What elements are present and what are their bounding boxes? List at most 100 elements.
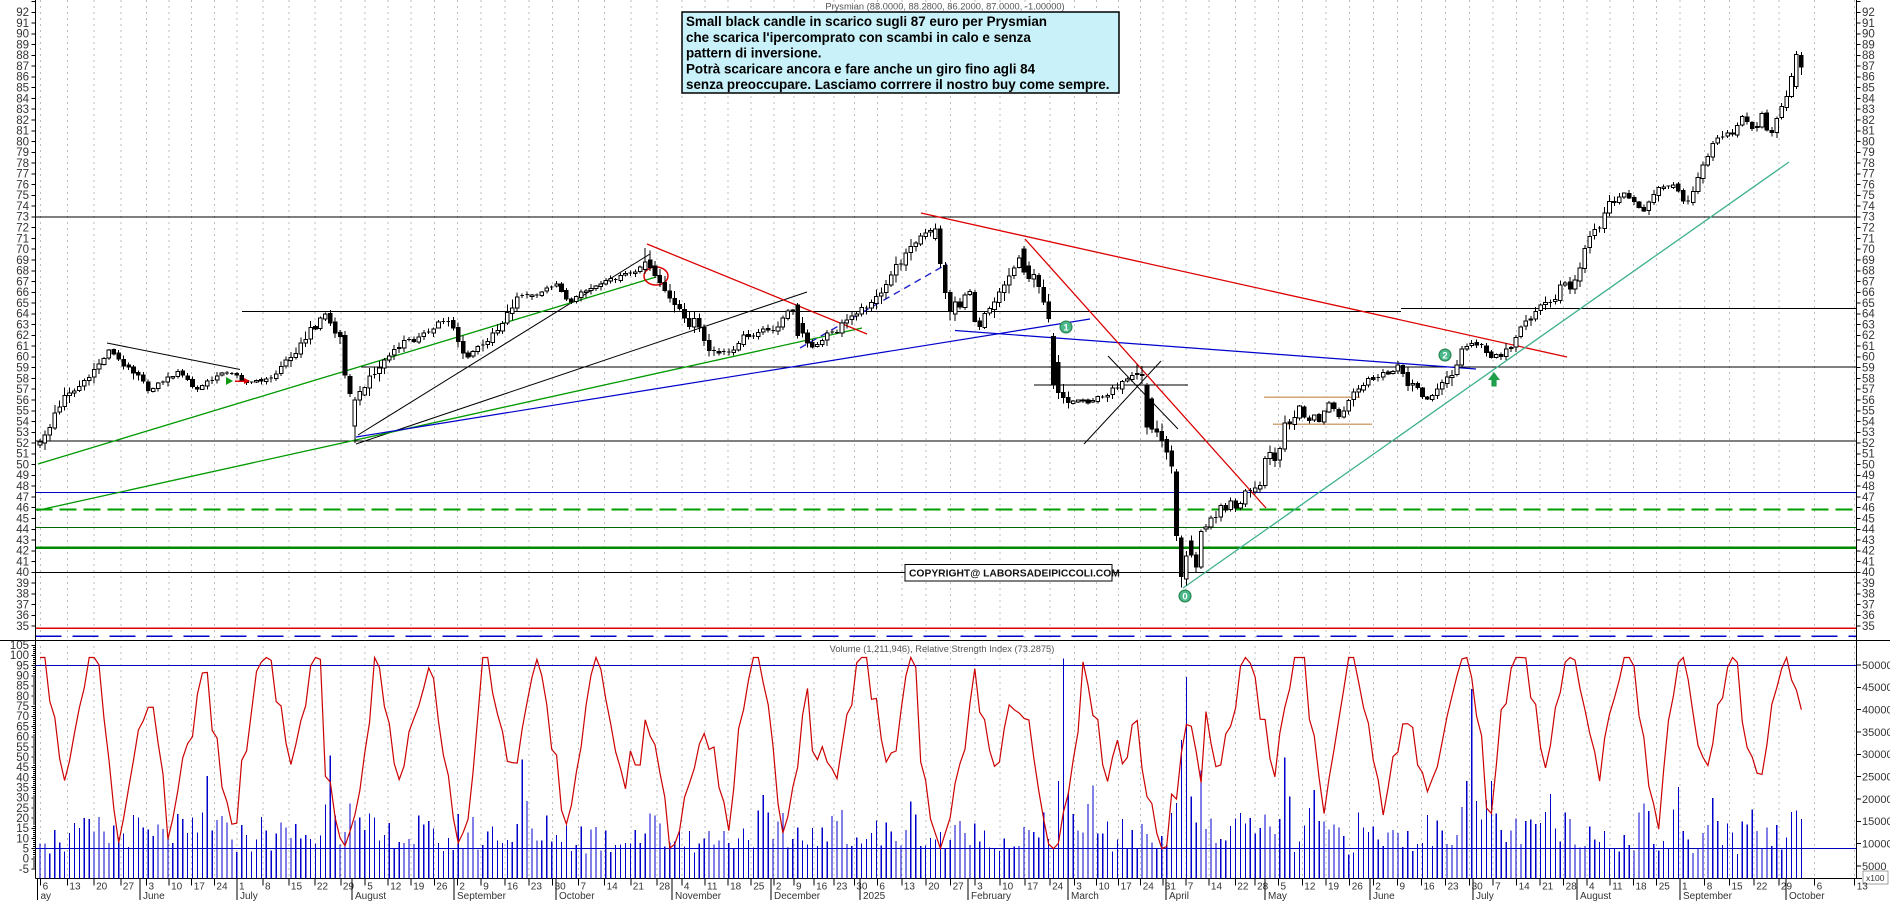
svg-text:72: 72 (1862, 223, 1875, 235)
svg-text:25: 25 (16, 803, 29, 815)
svg-text:75: 75 (1862, 190, 1875, 202)
svg-text:14: 14 (1519, 882, 1531, 893)
svg-text:1: 1 (1682, 882, 1688, 893)
svg-text:11: 11 (707, 882, 718, 893)
svg-text:49: 49 (1862, 470, 1875, 482)
svg-text:66: 66 (16, 287, 29, 299)
svg-text:82: 82 (16, 115, 29, 127)
svg-text:66: 66 (1862, 287, 1875, 299)
svg-text:90: 90 (16, 29, 29, 41)
svg-text:1: 1 (1063, 322, 1069, 333)
svg-text:July: July (240, 891, 258, 902)
svg-text:5: 5 (1281, 882, 1287, 893)
svg-text:che scarica l'ipercomprato con: che scarica l'ipercomprato con scambi in… (686, 30, 1031, 45)
svg-text:65: 65 (1862, 298, 1875, 310)
svg-text:13: 13 (69, 882, 81, 893)
svg-text:87: 87 (16, 61, 29, 73)
svg-text:May: May (1268, 891, 1287, 902)
svg-text:48: 48 (16, 481, 29, 493)
svg-text:3: 3 (149, 882, 155, 893)
svg-text:2: 2 (776, 882, 782, 893)
svg-text:48: 48 (1862, 481, 1875, 493)
svg-text:52: 52 (16, 438, 29, 450)
svg-text:85: 85 (16, 681, 29, 693)
svg-text:78: 78 (1862, 158, 1875, 170)
svg-text:2: 2 (459, 882, 465, 893)
svg-text:23: 23 (531, 882, 543, 893)
svg-text:20: 20 (96, 882, 108, 893)
svg-text:7: 7 (1188, 882, 1194, 893)
svg-text:58: 58 (1862, 373, 1875, 385)
svg-text:9: 9 (796, 882, 802, 893)
svg-text:85: 85 (16, 83, 29, 95)
svg-text:41: 41 (16, 556, 29, 568)
svg-text:18: 18 (730, 882, 742, 893)
svg-text:65: 65 (16, 298, 29, 310)
svg-text:71: 71 (1862, 233, 1875, 245)
svg-text:28: 28 (1257, 882, 1269, 893)
svg-text:72: 72 (16, 223, 29, 235)
svg-text:Prysmian (88.0000, 88.2800, 86: Prysmian (88.0000, 88.2800, 86.2000, 87.… (825, 2, 1064, 12)
svg-text:75: 75 (16, 190, 29, 202)
svg-text:15: 15 (1732, 882, 1744, 893)
svg-text:26: 26 (436, 882, 448, 893)
svg-text:53: 53 (16, 427, 29, 439)
svg-text:54: 54 (1862, 416, 1875, 428)
svg-text:51: 51 (16, 449, 29, 461)
svg-text:88: 88 (1862, 50, 1875, 62)
svg-text:November: November (675, 891, 722, 902)
svg-text:12: 12 (1304, 882, 1316, 893)
svg-text:July: July (1476, 891, 1494, 902)
svg-text:16: 16 (507, 882, 519, 893)
svg-text:80: 80 (1862, 136, 1875, 148)
svg-text:8: 8 (1707, 882, 1713, 893)
svg-text:20000: 20000 (1862, 794, 1890, 806)
svg-text:23: 23 (1448, 882, 1460, 893)
svg-text:77: 77 (16, 169, 29, 181)
svg-text:61: 61 (16, 341, 29, 353)
svg-text:August: August (1580, 891, 1611, 902)
svg-text:57: 57 (16, 384, 29, 396)
svg-text:24: 24 (216, 882, 228, 893)
svg-text:pattern di inversione.: pattern di inversione. (686, 46, 821, 61)
svg-text:50: 50 (16, 752, 29, 764)
svg-text:79: 79 (16, 147, 29, 159)
svg-text:10000: 10000 (1862, 839, 1890, 851)
svg-text:February: February (971, 891, 1011, 902)
svg-text:35: 35 (16, 782, 29, 794)
svg-text:38: 38 (1862, 589, 1875, 601)
svg-text:2: 2 (1442, 350, 1447, 361)
svg-text:50: 50 (16, 459, 29, 471)
svg-text:55: 55 (16, 742, 29, 754)
svg-text:1: 1 (239, 882, 245, 893)
svg-text:53: 53 (1862, 427, 1875, 439)
svg-text:10: 10 (1099, 882, 1111, 893)
svg-text:3: 3 (977, 882, 983, 893)
svg-text:13: 13 (904, 882, 916, 893)
svg-text:25: 25 (1659, 882, 1671, 893)
svg-text:29: 29 (1781, 882, 1793, 893)
svg-text:46: 46 (16, 503, 29, 515)
svg-text:50: 50 (1862, 459, 1875, 471)
svg-text:0: 0 (23, 854, 29, 866)
svg-text:36: 36 (16, 610, 29, 622)
svg-text:5: 5 (23, 843, 29, 855)
svg-text:-5: -5 (19, 864, 29, 876)
svg-text:9: 9 (483, 882, 489, 893)
svg-text:5: 5 (367, 882, 373, 893)
svg-text:10: 10 (171, 882, 183, 893)
svg-text:35: 35 (16, 621, 29, 633)
svg-text:89: 89 (1862, 39, 1875, 51)
svg-text:10: 10 (1002, 882, 1014, 893)
svg-text:69: 69 (1862, 255, 1875, 267)
svg-text:43: 43 (16, 535, 29, 547)
svg-text:17: 17 (1121, 882, 1133, 893)
svg-text:9: 9 (1400, 882, 1406, 893)
svg-text:86: 86 (1862, 72, 1875, 84)
svg-text:10: 10 (16, 833, 29, 845)
svg-text:45: 45 (1862, 513, 1875, 525)
svg-text:40: 40 (16, 772, 29, 784)
svg-text:30: 30 (1472, 882, 1484, 893)
svg-text:24: 24 (1143, 882, 1155, 893)
svg-text:80: 80 (16, 691, 29, 703)
